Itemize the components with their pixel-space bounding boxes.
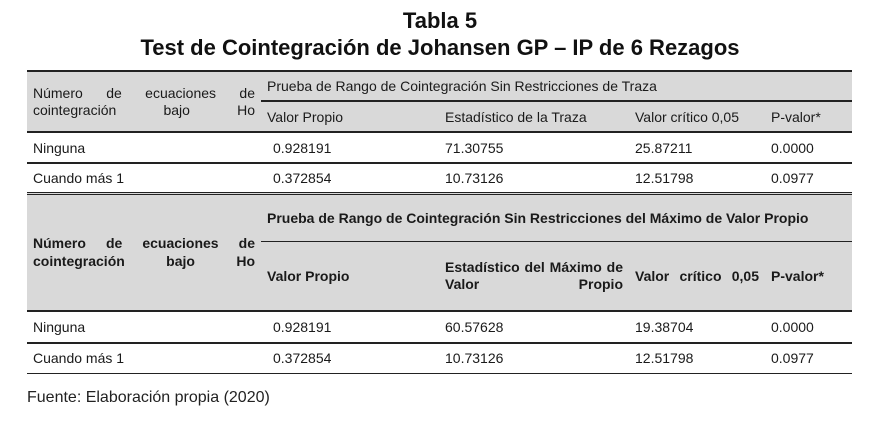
section2-col-valor-critico: Valor crítico 0,05 <box>629 241 765 312</box>
section2-col-valor-propio: Valor Propio <box>261 241 439 312</box>
cell-valor-critico: 12.51798 <box>635 350 694 367</box>
section1-col-valor-propio: Valor Propio <box>261 101 439 133</box>
section2-col-valor-critico-text: Valor crítico 0,05 <box>635 267 759 284</box>
cell-estadistico: 60.57628 <box>445 319 504 335</box>
row-label: Cuando más 1 <box>33 169 125 186</box>
table-subtitle: Test de Cointegración de Johansen GP – I… <box>140 35 740 60</box>
section1-columns-row: Valor Propio Estadístico de la Traza Val… <box>27 101 853 133</box>
cell-valor-critico: 19.38704 <box>635 319 694 335</box>
table-row: Ninguna 0.928191 71.30755 25.87211 0.000… <box>27 132 853 163</box>
source-note: Fuente: Elaboración propia (2020) <box>27 389 270 406</box>
section2-col-estadistico: Estadístico del Máximo de Valor Propio <box>439 241 629 312</box>
section1-col-valor-critico: Valor crítico 0,05 <box>629 101 765 133</box>
cell-valor-propio: 0.928191 <box>273 319 332 335</box>
cell-valor-critico: 12.51798 <box>635 169 694 186</box>
table-row: Cuando más 1 0.372854 10.73126 12.51798 … <box>27 343 853 373</box>
cell-p-valor: 0.0000 <box>771 319 814 335</box>
cell-valor-propio: 0.928191 <box>273 139 332 156</box>
table-row: Ninguna 0.928191 60.57628 19.38704 0.000… <box>27 311 853 343</box>
row-label: Cuando más 1 <box>33 350 125 367</box>
section1-col-estadistico: Estadístico de la Traza <box>439 101 629 133</box>
cell-p-valor: 0.0977 <box>771 350 814 367</box>
cell-estadistico: 71.30755 <box>445 139 504 156</box>
cell-valor-propio: 0.372854 <box>273 350 332 367</box>
cell-p-valor: 0.0000 <box>771 139 814 156</box>
section2-col-p-valor: P-valor* <box>765 241 853 312</box>
cell-valor-propio: 0.372854 <box>273 169 332 186</box>
table-row: Cuando más 1 0.372854 10.73126 12.51798 … <box>27 163 852 193</box>
section2-header: Prueba de Rango de Cointegración Sin Res… <box>261 193 853 242</box>
section1-col-p-valor: P-valor* <box>765 101 853 133</box>
section1-header-row: Número de ecuaciones de cointegración ba… <box>27 71 853 133</box>
section1-header: Prueba de Rango de Cointegración Sin Res… <box>261 71 853 102</box>
cell-p-valor: 0.0977 <box>771 169 814 186</box>
cell-estadistico: 10.73126 <box>445 169 504 186</box>
table-title: Tabla 5 <box>402 8 478 33</box>
section2-header-row: Número de ecuaciones de cointegración ba… <box>27 193 853 312</box>
section2-row-label-text: Número de ecuaciones de cointegración ba… <box>33 235 255 270</box>
cell-estadistico: 10.73126 <box>445 350 504 367</box>
section1-row-label-text: Número de ecuaciones de cointegración ba… <box>33 84 255 118</box>
cell-valor-critico: 25.87211 <box>635 139 693 156</box>
section2-row-label: Número de ecuaciones de cointegración ba… <box>27 193 261 312</box>
section1-row-label: Número de ecuaciones de cointegración ba… <box>27 71 261 133</box>
row-label: Ninguna <box>33 319 86 335</box>
cointegration-table: Número de ecuaciones de cointegración ba… <box>27 70 853 374</box>
row-label: Ninguna <box>33 139 86 156</box>
section2-col-estadistico-text: Estadístico del Máximo de Valor Propio <box>445 258 623 292</box>
